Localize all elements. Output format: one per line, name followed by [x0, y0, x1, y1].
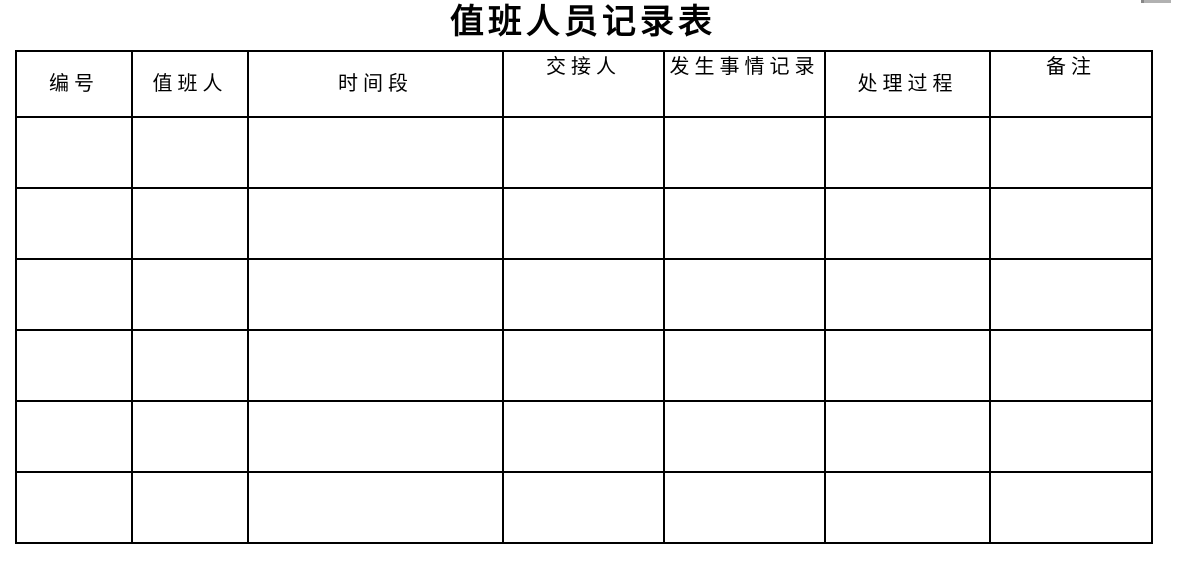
table-cell-time-period[interactable] — [247, 329, 504, 402]
table-cell-handover-person[interactable] — [502, 258, 665, 331]
table-cell-remarks[interactable] — [989, 471, 1153, 544]
table-cell-handling-process[interactable] — [824, 116, 991, 189]
table-cell-duty-person[interactable] — [131, 329, 249, 402]
table-cell-handling-process[interactable] — [824, 187, 991, 260]
table-row — [15, 329, 1153, 402]
table-cell-incident-record[interactable] — [663, 471, 826, 544]
table-cell-remarks[interactable] — [989, 329, 1153, 402]
table-cell-number[interactable] — [15, 471, 133, 544]
table-cell-remarks[interactable] — [989, 400, 1153, 473]
table-cell-time-period[interactable] — [247, 471, 504, 544]
table-cell-remarks[interactable] — [989, 116, 1153, 189]
duty-record-table: 编号 值班人 时间段 交接人 发生事情记录 处理过程 备注 — [15, 50, 1153, 544]
table-cell-handling-process[interactable] — [824, 329, 991, 402]
table-cell-handling-process[interactable] — [824, 400, 991, 473]
table-cell-incident-record[interactable] — [663, 187, 826, 260]
table-cell-incident-record[interactable] — [663, 329, 826, 402]
table-cell-incident-record[interactable] — [663, 400, 826, 473]
page-title: 值班人员记录表 — [450, 4, 716, 41]
table-cell-incident-record[interactable] — [663, 116, 826, 189]
table-cell-duty-person[interactable] — [131, 400, 249, 473]
header-cell-number: 编号 — [15, 50, 133, 118]
table-row — [15, 116, 1153, 189]
header-cell-remarks: 备注 — [989, 50, 1153, 118]
header-row: 编号 值班人 时间段 交接人 发生事情记录 处理过程 备注 — [15, 50, 1153, 118]
table-cell-handover-person[interactable] — [502, 187, 665, 260]
table-cell-handover-person[interactable] — [502, 471, 665, 544]
table-cell-time-period[interactable] — [247, 400, 504, 473]
table-row — [15, 258, 1153, 331]
header-cell-handling-process: 处理过程 — [824, 50, 991, 118]
table-cell-number[interactable] — [15, 116, 133, 189]
table-cell-remarks[interactable] — [989, 187, 1153, 260]
header-cell-handover-person: 交接人 — [502, 50, 665, 118]
table-cell-remarks[interactable] — [989, 258, 1153, 331]
table-row — [15, 187, 1153, 260]
table-body — [15, 116, 1153, 544]
scrollbar-fragment-cap — [1141, 0, 1144, 3]
table-cell-handover-person[interactable] — [502, 116, 665, 189]
table-cell-handover-person[interactable] — [502, 400, 665, 473]
table-cell-handling-process[interactable] — [824, 258, 991, 331]
table-cell-duty-person[interactable] — [131, 116, 249, 189]
table-cell-time-period[interactable] — [247, 116, 504, 189]
table-cell-number[interactable] — [15, 329, 133, 402]
table-cell-time-period[interactable] — [247, 258, 504, 331]
table-row — [15, 400, 1153, 473]
table-cell-duty-person[interactable] — [131, 258, 249, 331]
scrollbar-fragment — [1141, 0, 1171, 3]
table-cell-duty-person[interactable] — [131, 471, 249, 544]
table-cell-number[interactable] — [15, 258, 133, 331]
table-cell-handling-process[interactable] — [824, 471, 991, 544]
table-cell-duty-person[interactable] — [131, 187, 249, 260]
table-cell-time-period[interactable] — [247, 187, 504, 260]
header-cell-time-period: 时间段 — [247, 50, 504, 118]
table-cell-incident-record[interactable] — [663, 258, 826, 331]
table-cell-number[interactable] — [15, 187, 133, 260]
table-cell-number[interactable] — [15, 400, 133, 473]
table-cell-handover-person[interactable] — [502, 329, 665, 402]
header-cell-duty-person: 值班人 — [131, 50, 249, 118]
table-row — [15, 471, 1153, 544]
header-cell-incident-record: 发生事情记录 — [663, 50, 826, 118]
